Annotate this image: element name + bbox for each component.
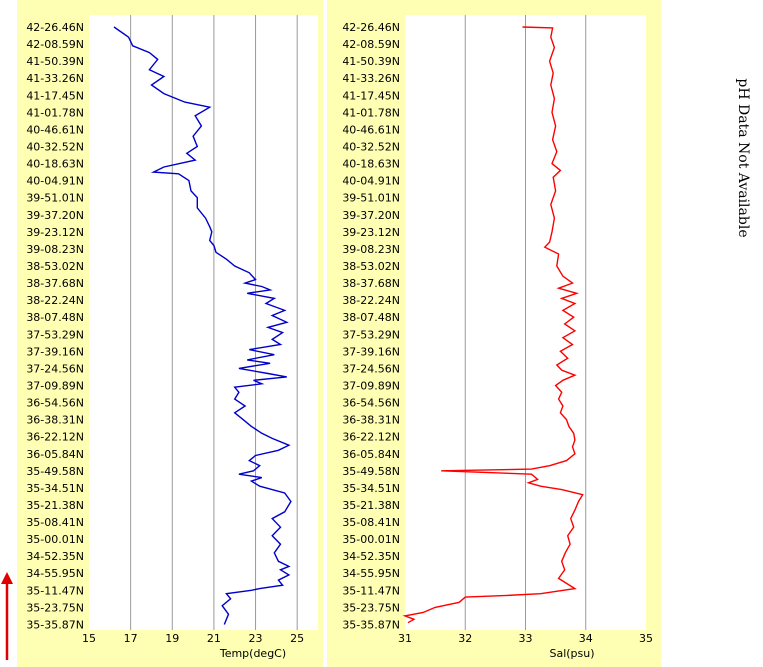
sal-y-tick-label: 37-09.89N bbox=[342, 379, 400, 392]
sal-y-tick-label: 40-46.61N bbox=[342, 123, 400, 136]
sal-y-tick-label: 36-38.31N bbox=[342, 414, 400, 427]
sal-gridlines bbox=[464, 15, 587, 630]
temp-x-tick-labels: 15 17 19 21 23 25 bbox=[82, 632, 304, 645]
sal-y-tick-label: 36-22.12N bbox=[342, 431, 400, 444]
temp-x-tick-label: 21 bbox=[207, 632, 221, 645]
temp-y-tick-label: 40-04.91N bbox=[26, 175, 84, 188]
temp-y-tick-label: 38-37.68N bbox=[26, 277, 84, 290]
sal-y-tick-label: 39-08.23N bbox=[342, 243, 400, 256]
temp-y-tick-label: 35-35.87N bbox=[26, 618, 84, 631]
sal-y-tick-label: 39-51.01N bbox=[342, 192, 400, 205]
sal-y-tick-label: 35-21.38N bbox=[342, 499, 400, 512]
temp-y-tick-label: 38-53.02N bbox=[26, 260, 84, 273]
sal-y-tick-label: 35-34.51N bbox=[342, 482, 400, 495]
sal-y-tick-label: 37-24.56N bbox=[342, 362, 400, 375]
temp-x-tick-label: 25 bbox=[290, 632, 304, 645]
temp-y-tick-label: 35-21.38N bbox=[26, 499, 84, 512]
sal-y-tick-label: 35-00.01N bbox=[342, 533, 400, 546]
temp-y-tick-label: 39-23.12N bbox=[26, 226, 84, 239]
temp-y-tick-label: 40-46.61N bbox=[26, 123, 84, 136]
direction-arrow-icon bbox=[1, 572, 13, 660]
sal-y-tick-label: 42-26.46N bbox=[342, 21, 400, 34]
temp-y-tick-label: 38-22.24N bbox=[26, 294, 84, 307]
sal-y-tick-label: 41-01.78N bbox=[342, 106, 400, 119]
sal-y-tick-label: 34-52.35N bbox=[342, 550, 400, 563]
temp-y-tick-label: 39-51.01N bbox=[26, 192, 84, 205]
sal-y-tick-label: 36-05.84N bbox=[342, 448, 400, 461]
sal-y-tick-label: 35-35.87N bbox=[342, 618, 400, 631]
temp-y-tick-label: 36-05.84N bbox=[26, 448, 84, 461]
sal-y-tick-label: 40-32.52N bbox=[342, 140, 400, 153]
temp-y-tick-label: 41-50.39N bbox=[26, 55, 84, 68]
sal-y-tick-label: 35-49.58N bbox=[342, 465, 400, 478]
sal-y-tick-label: 42-08.59N bbox=[342, 38, 400, 51]
sal-y-tick-label: 39-23.12N bbox=[342, 226, 400, 239]
temp-y-tick-label: 40-18.63N bbox=[26, 158, 84, 171]
sal-y-tick-label: 40-18.63N bbox=[342, 158, 400, 171]
temp-y-tick-label: 41-01.78N bbox=[26, 106, 84, 119]
temp-y-tick-label: 35-34.51N bbox=[26, 482, 84, 495]
sal-y-tick-label: 41-33.26N bbox=[342, 72, 400, 85]
temp-y-tick-label: 38-07.48N bbox=[26, 311, 84, 324]
sal-y-tick-label: 34-55.95N bbox=[342, 567, 400, 580]
temp-y-tick-label: 36-54.56N bbox=[26, 397, 84, 410]
temp-y-tick-label: 35-23.75N bbox=[26, 601, 84, 614]
sal-panel: 42-26.46N 42-08.59N 41-50.39N 41-33.26N 41-1… bbox=[327, 0, 661, 667]
sal-y-tick-label: 35-08.41N bbox=[342, 516, 400, 529]
temp-y-tick-label: 39-08.23N bbox=[26, 243, 84, 256]
sal-y-tick-label: 35-11.47N bbox=[342, 584, 400, 597]
temp-y-tick-label: 42-08.59N bbox=[26, 38, 84, 51]
temp-y-tick-label: 35-08.41N bbox=[26, 516, 84, 529]
sal-y-tick-label: 38-53.02N bbox=[342, 260, 400, 273]
temp-x-tick-label: 17 bbox=[124, 632, 138, 645]
temp-y-tick-label: 35-49.58N bbox=[26, 465, 84, 478]
temp-y-tick-label: 34-52.35N bbox=[26, 550, 84, 563]
temp-y-tick-labels: 42-26.46N 42-08.59N 41-50.39N 41-33.26N 41-1… bbox=[26, 21, 84, 631]
sal-x-tick-label: 35 bbox=[639, 632, 653, 645]
temp-y-tick-label: 42-26.46N bbox=[26, 21, 84, 34]
temp-y-tick-label: 37-09.89N bbox=[26, 379, 84, 392]
sal-y-tick-label: 35-23.75N bbox=[342, 601, 400, 614]
temp-y-tick-label: 37-53.29N bbox=[26, 328, 84, 341]
temp-y-tick-label: 34-55.95N bbox=[26, 567, 84, 580]
temp-series-line bbox=[113, 26, 292, 625]
temp-gridlines bbox=[130, 15, 298, 630]
temp-x-tick-label: 23 bbox=[249, 632, 263, 645]
temp-y-tick-label: 35-11.47N bbox=[26, 584, 84, 597]
temp-y-tick-label: 35-00.01N bbox=[26, 533, 84, 546]
temp-y-tick-label: 37-24.56N bbox=[26, 362, 84, 375]
temp-y-tick-label: 37-39.16N bbox=[26, 345, 84, 358]
sal-series-line bbox=[402, 26, 584, 624]
sal-y-tick-label: 38-37.68N bbox=[342, 277, 400, 290]
temp-y-tick-label: 39-37.20N bbox=[26, 209, 84, 222]
temp-x-tick-label: 15 bbox=[82, 632, 96, 645]
temp-panel: 42-26.46N 42-08.59N 41-50.39N 41-33.26N 41-1… bbox=[17, 0, 323, 667]
sal-y-tick-label: 36-54.56N bbox=[342, 397, 400, 410]
temp-x-axis-title: Temp(degC) bbox=[219, 647, 286, 660]
sal-x-tick-label: 34 bbox=[579, 632, 593, 645]
temp-x-tick-label: 19 bbox=[165, 632, 179, 645]
sal-x-tick-label: 33 bbox=[519, 632, 533, 645]
sal-y-tick-label: 38-22.24N bbox=[342, 294, 400, 307]
sal-x-axis-title: Sal(psu) bbox=[549, 647, 594, 660]
sal-y-tick-label: 41-50.39N bbox=[342, 55, 400, 68]
sal-y-tick-label: 37-53.29N bbox=[342, 328, 400, 341]
sal-y-tick-labels: 42-26.46N 42-08.59N 41-50.39N 41-33.26N 41-1… bbox=[342, 21, 400, 631]
sal-y-tick-label: 39-37.20N bbox=[342, 209, 400, 222]
temp-y-tick-label: 40-32.52N bbox=[26, 140, 84, 153]
sal-x-tick-label: 32 bbox=[458, 632, 472, 645]
temp-y-tick-label: 41-33.26N bbox=[26, 72, 84, 85]
sal-x-tick-label: 31 bbox=[398, 632, 412, 645]
sal-y-tick-label: 41-17.45N bbox=[342, 89, 400, 102]
sal-x-tick-labels: 31 32 33 34 35 bbox=[398, 632, 653, 645]
sal-y-tick-label: 38-07.48N bbox=[342, 311, 400, 324]
ph-unavailable-note: pH Data Not Available bbox=[735, 78, 751, 237]
temp-y-tick-label: 41-17.45N bbox=[26, 89, 84, 102]
sal-y-tick-label: 40-04.91N bbox=[342, 175, 400, 188]
temp-y-tick-label: 36-38.31N bbox=[26, 414, 84, 427]
temp-y-tick-label: 36-22.12N bbox=[26, 431, 84, 444]
sal-y-tick-label: 37-39.16N bbox=[342, 345, 400, 358]
